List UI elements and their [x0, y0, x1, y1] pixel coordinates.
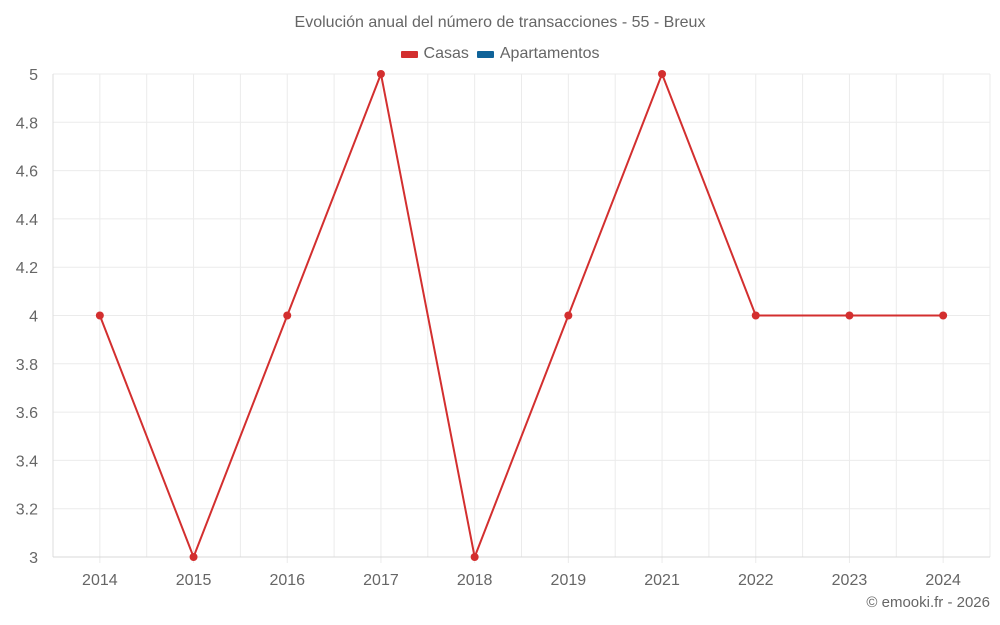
data-point[interactable] — [189, 553, 198, 561]
x-tick-label: 2024 — [925, 572, 961, 589]
legend-item-casas[interactable]: Casas — [400, 45, 469, 63]
legend-swatch-casas — [400, 50, 418, 58]
y-tick-label: 3.2 — [16, 502, 38, 519]
data-point[interactable] — [376, 70, 385, 78]
legend-label-apartamentos: Apartamentos — [499, 45, 600, 62]
x-tick-label: 2019 — [551, 572, 587, 589]
y-tick-label: 4.8 — [16, 115, 38, 132]
y-tick-label: 3.8 — [16, 357, 38, 374]
chart-legend: Casas Apartamentos — [0, 45, 1000, 63]
x-tick-label: 2016 — [269, 572, 305, 589]
y-tick-label: 5 — [29, 67, 38, 84]
x-tick-label: 2017 — [363, 572, 399, 589]
x-tick-label: 2018 — [457, 572, 493, 589]
y-tick-label: 4 — [29, 309, 38, 326]
data-point[interactable] — [564, 311, 573, 320]
data-point[interactable] — [658, 70, 667, 78]
y-tick-label: 4.4 — [16, 212, 38, 229]
data-point[interactable] — [95, 311, 104, 320]
legend-label-casas: Casas — [423, 45, 469, 62]
series-line-casas — [98, 70, 944, 561]
legend-swatch-apartamentos — [476, 50, 494, 58]
x-tick-label: 2015 — [176, 572, 212, 589]
x-tick-label: 2014 — [82, 572, 118, 589]
data-point[interactable] — [283, 311, 292, 320]
data-point[interactable] — [939, 311, 948, 320]
data-point[interactable] — [751, 311, 760, 320]
data-point[interactable] — [470, 553, 479, 561]
y-tick-label: 3.6 — [16, 405, 38, 422]
chart-title: Evolución anual del número de transaccio… — [294, 14, 706, 31]
data-point[interactable] — [845, 311, 854, 320]
y-tick-label: 4.2 — [16, 260, 38, 277]
x-tick-label: 2022 — [738, 572, 774, 589]
y-tick-label: 3.4 — [16, 453, 38, 470]
credit-text: © emooki.fr - 2026 — [866, 594, 990, 611]
y-tick-label: 3 — [29, 550, 38, 567]
x-tick-label: 2021 — [644, 572, 680, 589]
legend-item-apartamentos[interactable]: Apartamentos — [476, 45, 600, 63]
y-tick-label: 4.6 — [16, 164, 38, 181]
x-tick-label: 2023 — [832, 572, 868, 589]
